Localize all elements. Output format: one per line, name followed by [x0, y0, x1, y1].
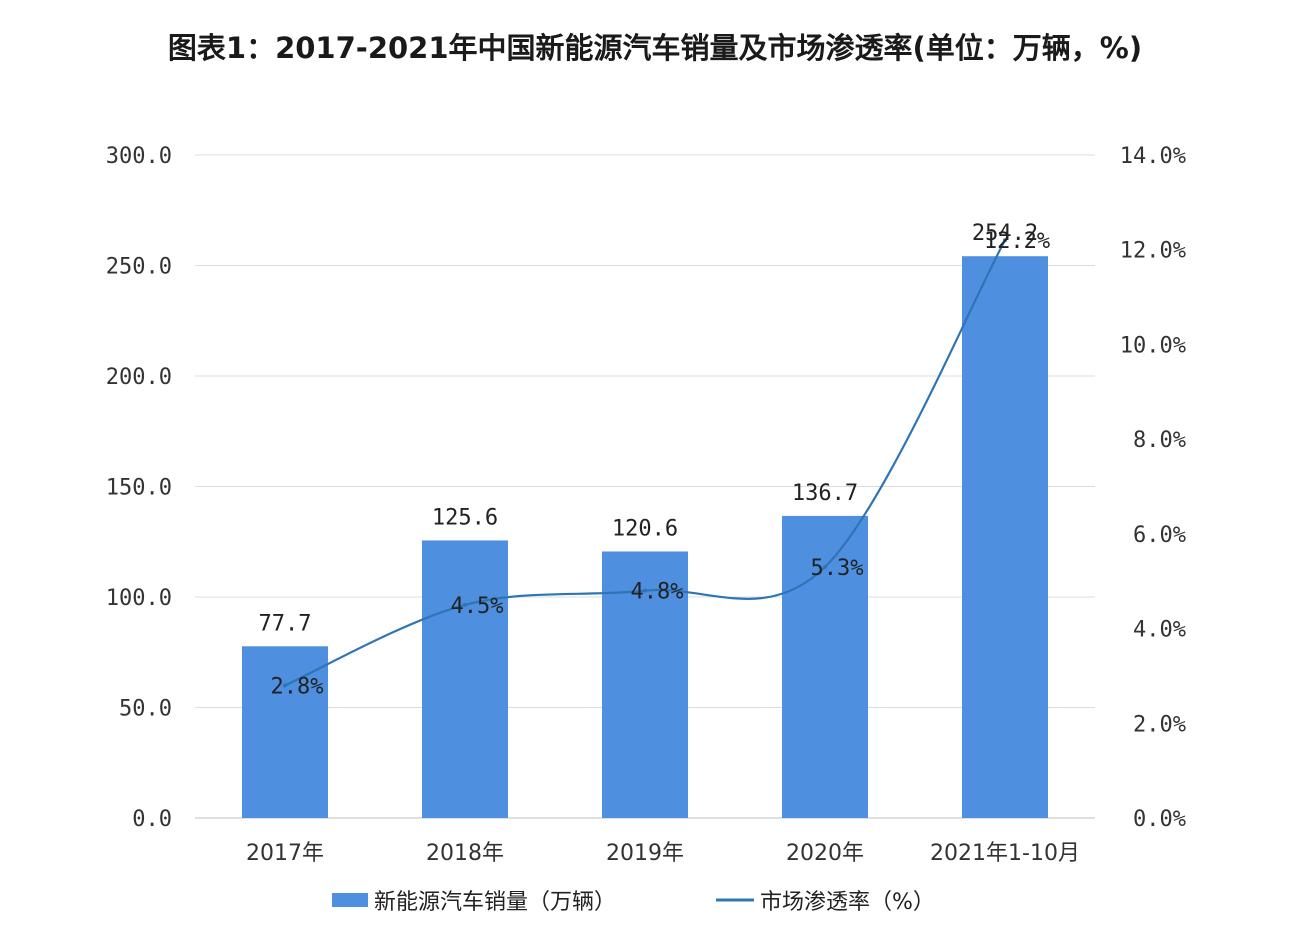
- left-axis-ticks: 0.0 50.0 100.0 150.0 200.0 250.0 300.0: [106, 144, 172, 832]
- legend-line-label: 市场渗透率（%）: [760, 890, 935, 915]
- line-point: [1003, 238, 1007, 243]
- line-series: [283, 238, 1007, 688]
- bar-value-label: 120.6: [612, 516, 678, 541]
- y-right-tick-label: 4.0%: [1133, 618, 1186, 643]
- y-left-tick-label: 100.0: [106, 586, 172, 611]
- y-right-tick-label: 8.0%: [1133, 428, 1186, 453]
- line-value-label: 4.8%: [631, 580, 684, 605]
- y-right-tick-label: 0.0%: [1133, 807, 1186, 832]
- bar: [602, 551, 688, 818]
- bar-value-label: 77.7: [259, 611, 312, 636]
- right-axis-ticks: 0.0% 2.0% 4.0% 6.0% 8.0% 10.0% 12.0% 14.0%: [1120, 144, 1186, 832]
- bar: [962, 256, 1048, 818]
- y-left-tick-label: 0.0: [132, 807, 172, 832]
- legend: 新能源汽车销量（万辆） 市场渗透率（%）: [332, 890, 935, 915]
- legend-bar-swatch: [332, 893, 368, 907]
- y-right-tick-label: 10.0%: [1120, 333, 1186, 358]
- x-category-label: 2020年: [786, 841, 864, 866]
- y-left-tick-label: 300.0: [106, 144, 172, 169]
- y-right-tick-label: 12.0%: [1120, 239, 1186, 264]
- penetration-rate-line: [284, 239, 1006, 687]
- data-labels: 77.7 125.6 120.6 136.7 254.2 2.8% 4.5% 4.8% 5.3%…: [259, 221, 1051, 699]
- bar-value-label: 125.6: [432, 505, 498, 530]
- x-category-label: 2021年1-10月: [930, 841, 1080, 866]
- line-point: [643, 588, 647, 593]
- line-point: [823, 565, 827, 570]
- y-right-tick-label: 6.0%: [1133, 523, 1186, 548]
- y-right-tick-label: 2.0%: [1133, 712, 1186, 737]
- bar-value-label: 136.7: [792, 481, 858, 506]
- x-category-label: 2017年: [246, 841, 324, 866]
- line-point: [283, 683, 287, 688]
- line-value-label: 2.8%: [271, 674, 324, 699]
- line-value-label: 4.5%: [451, 594, 504, 619]
- x-category-label: 2018年: [426, 841, 504, 866]
- x-axis-categories: 2017年 2018年 2019年 2020年 2021年1-10月: [246, 841, 1080, 866]
- bar: [422, 540, 508, 818]
- bar-series: [242, 256, 1048, 818]
- legend-bar-label: 新能源汽车销量（万辆）: [374, 890, 616, 915]
- x-category-label: 2019年: [606, 841, 684, 866]
- line-point: [463, 602, 467, 607]
- line-value-label: 12.2%: [984, 229, 1050, 254]
- y-left-tick-label: 250.0: [106, 255, 172, 280]
- y-right-tick-label: 14.0%: [1120, 144, 1186, 169]
- y-left-tick-label: 150.0: [106, 476, 172, 501]
- y-left-tick-label: 50.0: [119, 697, 172, 722]
- y-left-tick-label: 200.0: [106, 365, 172, 390]
- bar: [242, 646, 328, 818]
- line-value-label: 5.3%: [811, 556, 864, 581]
- bar-value-label: 254.2: [972, 221, 1038, 246]
- chart-title: 图表1：2017-2021年中国新能源汽车销量及市场渗透率(单位：万辆，%): [167, 31, 1143, 65]
